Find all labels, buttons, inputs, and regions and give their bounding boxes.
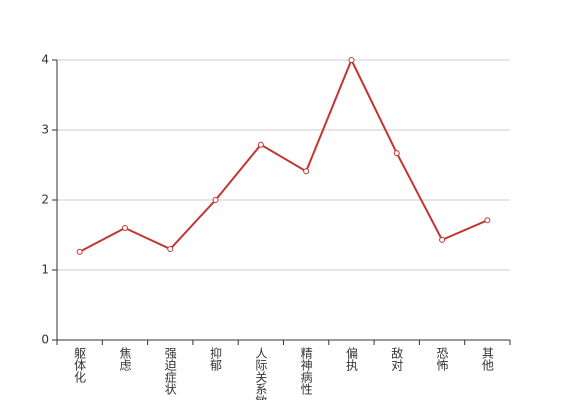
- point: [439, 236, 446, 243]
- y-tick-label: 4: [41, 53, 49, 67]
- point: [393, 150, 400, 157]
- line: [79, 57, 488, 253]
- x-tick-label: 抑郁: [209, 346, 223, 372]
- point: [348, 57, 355, 63]
- point: [167, 246, 174, 252]
- x-tick-label: 强迫症状: [163, 347, 177, 395]
- y-tick-label: 0: [41, 333, 49, 347]
- point: [212, 197, 219, 203]
- x-tick-label: 敌对: [390, 346, 404, 371]
- y-tick-label: 3: [41, 123, 49, 137]
- point: [76, 248, 83, 255]
- x-tick-label: 偏执: [344, 346, 358, 372]
- y-tick-label: 2: [41, 193, 49, 207]
- point: [257, 141, 264, 148]
- x-tick-label: 人际关系敏感: [254, 347, 268, 400]
- point: [121, 225, 128, 231]
- x-tick-label: 躯体化: [73, 346, 87, 384]
- x-tick-label: 焦虑: [118, 347, 132, 371]
- point: [303, 168, 310, 175]
- point: [484, 217, 491, 224]
- y-tick-label: 1: [41, 263, 49, 277]
- x-tick-label: 其他: [480, 347, 494, 371]
- x-tick-label: 精神病性: [299, 347, 313, 396]
- x-tick-label: 恐怖: [435, 347, 449, 371]
